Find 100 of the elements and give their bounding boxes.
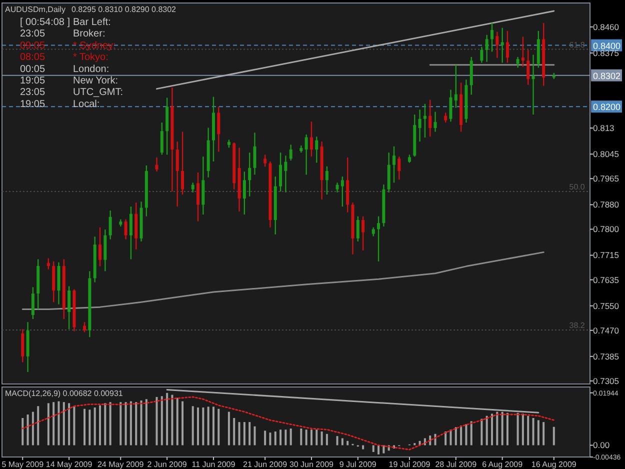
bar xyxy=(460,426,462,446)
candlestick xyxy=(506,30,509,64)
annotation: London: xyxy=(73,64,110,75)
candlestick xyxy=(444,112,448,124)
y-tick-label: 0.7880 xyxy=(593,200,620,210)
candlestick xyxy=(428,99,432,138)
bar xyxy=(382,445,385,454)
bar xyxy=(32,412,34,446)
y-tick-label: 0.813 xyxy=(593,123,615,134)
bar xyxy=(269,432,272,446)
candlestick xyxy=(160,122,164,156)
candlestick xyxy=(454,64,458,108)
candlestick xyxy=(129,206,132,260)
bar xyxy=(104,403,106,446)
annotation: 09:05 xyxy=(20,40,46,52)
candlestick xyxy=(480,46,484,64)
bar xyxy=(99,405,101,446)
y-tick-label: 0.7715 xyxy=(593,250,620,260)
candlestick xyxy=(46,258,50,270)
bar xyxy=(378,445,380,454)
bar xyxy=(465,424,468,446)
candlestick xyxy=(248,152,252,198)
bar xyxy=(109,402,112,446)
x-tick-label: 28 Jul 2009 xyxy=(435,460,478,469)
annotation: 38.2 xyxy=(569,321,586,330)
candlestick xyxy=(196,172,200,222)
annotation: * Sydney: xyxy=(73,40,116,52)
annotation: Broker: xyxy=(73,28,106,40)
bar xyxy=(280,430,282,446)
candlestick xyxy=(279,152,282,192)
bar xyxy=(320,431,323,446)
line-series xyxy=(22,251,544,310)
bar xyxy=(228,412,230,446)
candlestick xyxy=(191,182,194,194)
bar xyxy=(26,414,29,446)
bar xyxy=(140,400,142,446)
bar xyxy=(480,418,483,446)
candlestick xyxy=(31,286,34,320)
bar xyxy=(300,428,302,446)
candlestick xyxy=(284,155,288,194)
bar xyxy=(486,416,488,446)
bar xyxy=(264,430,266,446)
ref-line-label: 0.8302 xyxy=(593,70,621,81)
annotation: 50.0 xyxy=(569,182,586,192)
candlestick xyxy=(340,176,344,208)
bar xyxy=(84,408,86,446)
candlestick xyxy=(124,218,128,240)
x-tick-label: 19 Jul 2009 xyxy=(388,460,431,469)
bar xyxy=(454,427,457,446)
candlestick xyxy=(526,49,530,86)
bar xyxy=(88,410,91,446)
candlestick xyxy=(362,216,365,251)
y-tick-label: 0.00 xyxy=(593,440,610,450)
bar xyxy=(310,430,312,446)
bar xyxy=(120,402,122,446)
candlestick xyxy=(392,146,396,184)
bar xyxy=(37,406,40,446)
bar xyxy=(284,430,287,446)
y-tick-label: 0.8045 xyxy=(593,149,620,160)
bar xyxy=(207,406,210,446)
bar xyxy=(52,402,55,446)
bar xyxy=(218,408,220,446)
bar xyxy=(171,394,174,446)
candlestick xyxy=(418,109,422,142)
bar xyxy=(160,396,163,446)
candlestick xyxy=(490,22,494,52)
candlestick xyxy=(242,170,246,216)
candlestick xyxy=(496,31,499,58)
candlestick xyxy=(336,182,339,194)
bar xyxy=(238,422,240,446)
x-tick-label: 21 Jun 2009 xyxy=(243,460,288,469)
x-tick-label: 30 Jun 2009 xyxy=(289,460,334,469)
candlestick xyxy=(423,103,426,138)
candlestick xyxy=(310,121,313,158)
bar xyxy=(274,431,276,446)
chart-title: MACD(12,26,9) 0.00682 0.00931 xyxy=(5,389,124,398)
candlestick xyxy=(98,226,102,267)
candlestick xyxy=(325,166,328,196)
bar xyxy=(58,401,60,446)
y-tick-label: 0.7965 xyxy=(593,174,620,184)
candlestick xyxy=(356,216,360,242)
bar xyxy=(212,406,214,446)
bar xyxy=(290,428,292,446)
bar xyxy=(47,403,50,446)
bar xyxy=(532,418,534,446)
annotation: 08:05 xyxy=(20,52,46,64)
bar xyxy=(233,418,236,446)
annotation: 23:05 xyxy=(20,87,46,98)
bar xyxy=(192,406,194,446)
y-tick-label: 0.7385 xyxy=(593,351,620,362)
candlestick xyxy=(217,106,220,152)
x-tick-label: 14 May 2009 xyxy=(46,460,93,469)
bar xyxy=(362,445,364,450)
candlestick xyxy=(377,216,380,262)
bar xyxy=(202,407,204,446)
annotation: 23:05 xyxy=(20,28,46,40)
candlestick xyxy=(176,140,179,208)
x-tick-label: 2 Jun 2009 xyxy=(147,460,188,469)
bar xyxy=(243,422,246,446)
bar xyxy=(470,421,472,446)
